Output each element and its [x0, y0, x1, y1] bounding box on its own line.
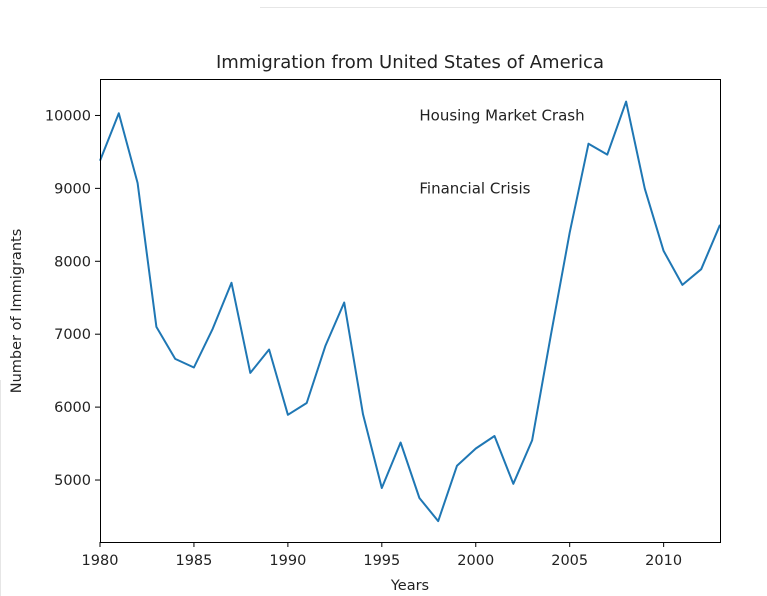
- annotation-label: Housing Market Crash: [419, 106, 584, 124]
- y-tick-label: 6000: [54, 400, 91, 416]
- x-tick-label: 1990: [269, 553, 306, 569]
- x-tick-label: 2010: [645, 553, 682, 569]
- x-axis: 1980 1985 1990 1995 2000 2005 2010: [82, 542, 682, 569]
- x-tick-label: 2005: [551, 553, 588, 569]
- x-tick-label: 1995: [363, 553, 400, 569]
- x-axis-label: Years: [390, 578, 429, 594]
- chart-title: Immigration from United States of Americ…: [216, 52, 604, 73]
- plot-frame: [100, 79, 721, 543]
- y-tick-label: 9000: [54, 181, 91, 197]
- x-tick-label: 2000: [457, 553, 494, 569]
- y-tick-label: 10000: [45, 108, 91, 124]
- y-tick-label: 8000: [54, 254, 91, 270]
- y-axis: 5000 6000 7000 8000 9000 10000: [45, 108, 100, 489]
- series-line: [99, 100, 721, 523]
- x-tick-label: 1980: [82, 553, 119, 569]
- y-tick-label: 5000: [54, 473, 91, 489]
- left-divider: [0, 380, 1, 596]
- y-tick-label: 7000: [54, 327, 91, 343]
- y-axis-label: Number of Immigrants: [9, 229, 25, 393]
- annotations: Housing Market Crash Financial Crisis: [419, 106, 584, 197]
- x-tick-label: 1985: [175, 553, 212, 569]
- top-divider: [260, 7, 767, 8]
- annotation-label: Financial Crisis: [419, 179, 530, 197]
